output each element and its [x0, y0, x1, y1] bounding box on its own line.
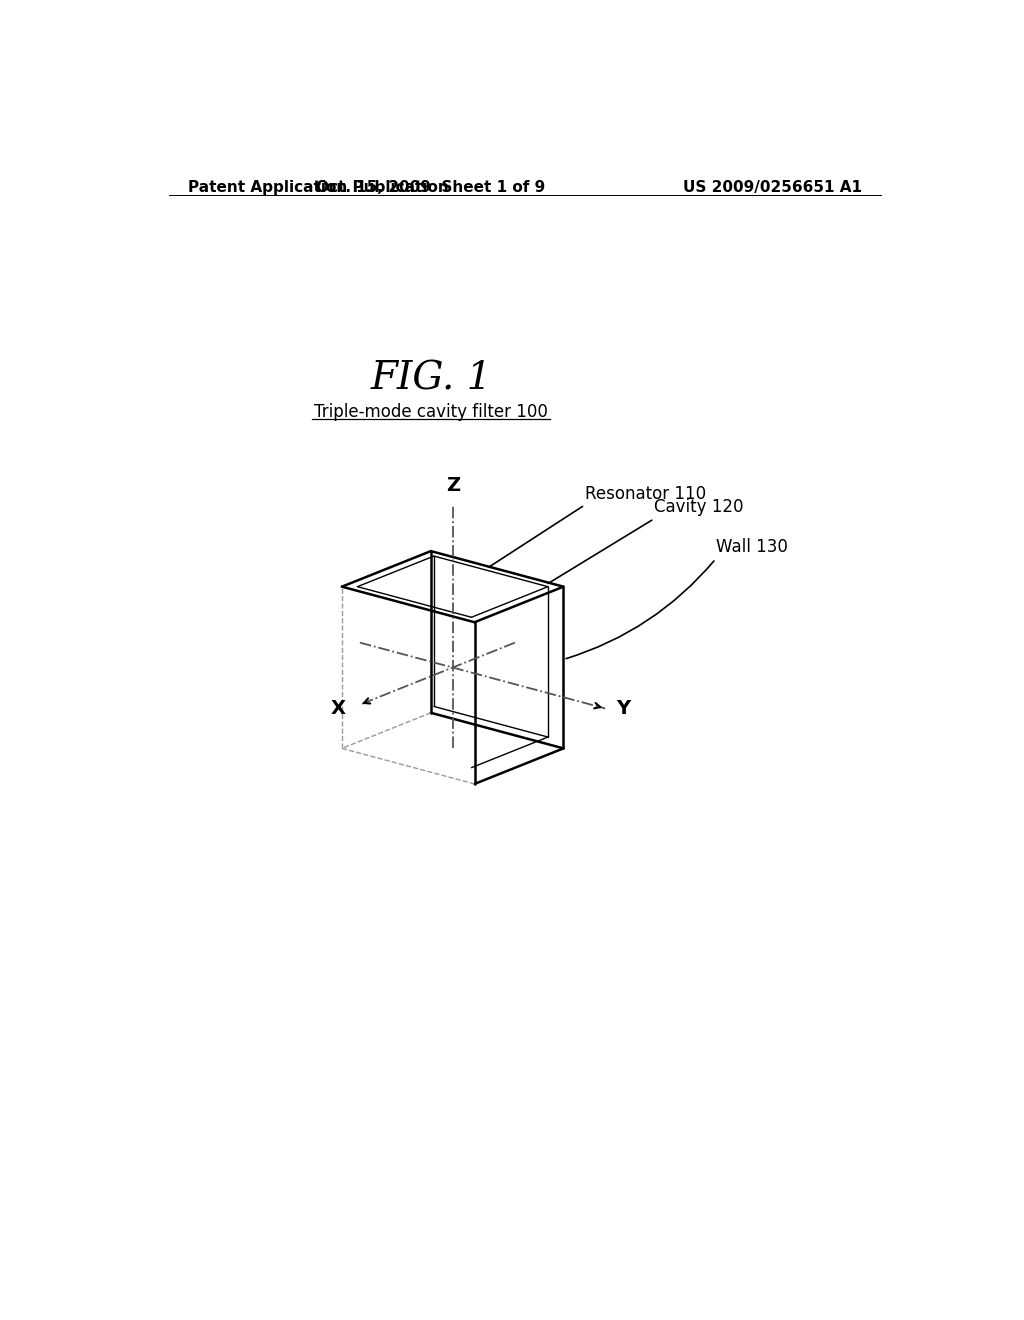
Text: Patent Application Publication: Patent Application Publication [188, 180, 450, 195]
Text: Y: Y [616, 698, 630, 718]
Text: Oct. 15, 2009  Sheet 1 of 9: Oct. 15, 2009 Sheet 1 of 9 [316, 180, 546, 195]
Text: Triple-mode cavity filter 100: Triple-mode cavity filter 100 [314, 404, 548, 421]
Text: FIG. 1: FIG. 1 [370, 360, 492, 397]
Text: Wall 130: Wall 130 [716, 539, 787, 557]
Text: Cavity 120: Cavity 120 [654, 499, 743, 516]
Text: X: X [331, 700, 345, 718]
Text: Resonator 110: Resonator 110 [585, 484, 706, 503]
Text: US 2009/0256651 A1: US 2009/0256651 A1 [683, 180, 862, 195]
Text: Z: Z [445, 475, 460, 495]
